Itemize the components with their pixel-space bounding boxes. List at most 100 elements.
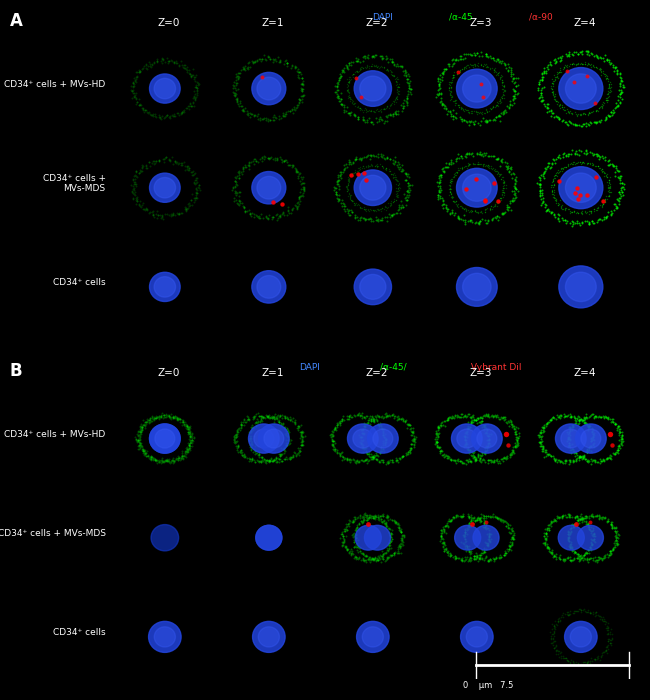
Point — [575, 452, 585, 463]
Point — [609, 522, 619, 533]
Point — [452, 167, 463, 178]
Point — [480, 515, 490, 526]
Point — [382, 554, 392, 565]
Point — [355, 203, 365, 214]
Point — [357, 104, 367, 116]
Point — [477, 61, 488, 72]
Point — [255, 455, 265, 466]
Point — [366, 106, 376, 117]
Point — [258, 411, 268, 422]
Point — [358, 161, 368, 172]
Point — [134, 94, 144, 105]
Point — [352, 101, 362, 112]
Point — [553, 52, 564, 64]
Point — [468, 517, 478, 528]
Point — [352, 545, 362, 556]
Point — [133, 437, 143, 448]
Point — [170, 155, 181, 167]
Point — [397, 532, 408, 543]
Point — [159, 209, 170, 220]
Point — [192, 84, 202, 95]
Point — [460, 526, 471, 537]
Circle shape — [456, 267, 497, 307]
Point — [499, 549, 510, 560]
Point — [157, 111, 167, 122]
Point — [500, 452, 511, 463]
Point — [153, 110, 164, 121]
Point — [439, 544, 450, 555]
Point — [376, 149, 386, 160]
Point — [368, 451, 378, 462]
Point — [596, 651, 606, 662]
Point — [614, 424, 625, 435]
Point — [582, 547, 593, 559]
Point — [265, 456, 276, 467]
Point — [533, 83, 543, 94]
Point — [554, 552, 564, 564]
Point — [497, 188, 508, 199]
Point — [484, 524, 494, 536]
Point — [580, 216, 590, 227]
Point — [549, 549, 559, 560]
Point — [275, 449, 285, 461]
Point — [469, 58, 480, 69]
Point — [379, 62, 389, 73]
Point — [462, 105, 473, 116]
Point — [432, 437, 442, 448]
Point — [462, 444, 473, 455]
Point — [589, 51, 599, 62]
Point — [463, 510, 473, 522]
Point — [260, 53, 270, 64]
Point — [333, 92, 344, 104]
Point — [609, 62, 619, 73]
Point — [163, 57, 174, 68]
Point — [445, 86, 455, 97]
Point — [365, 509, 376, 520]
Point — [600, 196, 610, 207]
Point — [586, 435, 597, 446]
Point — [564, 61, 575, 72]
Point — [356, 515, 366, 526]
Point — [187, 438, 197, 449]
Point — [177, 416, 188, 428]
Point — [449, 511, 460, 522]
Point — [229, 431, 239, 442]
Point — [484, 534, 495, 545]
Point — [584, 456, 594, 467]
Point — [571, 453, 582, 464]
Point — [562, 59, 572, 70]
Point — [483, 434, 493, 445]
Point — [183, 439, 194, 450]
Point — [551, 551, 561, 562]
Point — [361, 514, 372, 526]
Point — [242, 109, 253, 120]
Point — [579, 550, 590, 561]
Point — [386, 527, 396, 538]
Point — [381, 50, 391, 62]
Point — [254, 213, 265, 224]
Point — [565, 657, 575, 668]
Point — [270, 455, 280, 466]
Point — [352, 535, 363, 546]
Point — [356, 202, 367, 214]
Point — [285, 452, 295, 463]
Point — [398, 97, 408, 108]
Point — [346, 543, 356, 554]
Point — [263, 115, 273, 126]
Point — [191, 81, 202, 92]
Point — [331, 425, 341, 436]
Point — [365, 60, 376, 71]
Point — [342, 62, 352, 73]
Point — [358, 447, 369, 458]
Point — [601, 453, 612, 464]
Point — [612, 447, 622, 458]
Circle shape — [151, 524, 179, 551]
Point — [554, 411, 564, 422]
Point — [574, 517, 584, 528]
Point — [564, 552, 574, 563]
Point — [392, 160, 402, 171]
Point — [368, 454, 378, 465]
Point — [496, 192, 506, 203]
Point — [454, 53, 465, 64]
Point — [232, 425, 242, 436]
